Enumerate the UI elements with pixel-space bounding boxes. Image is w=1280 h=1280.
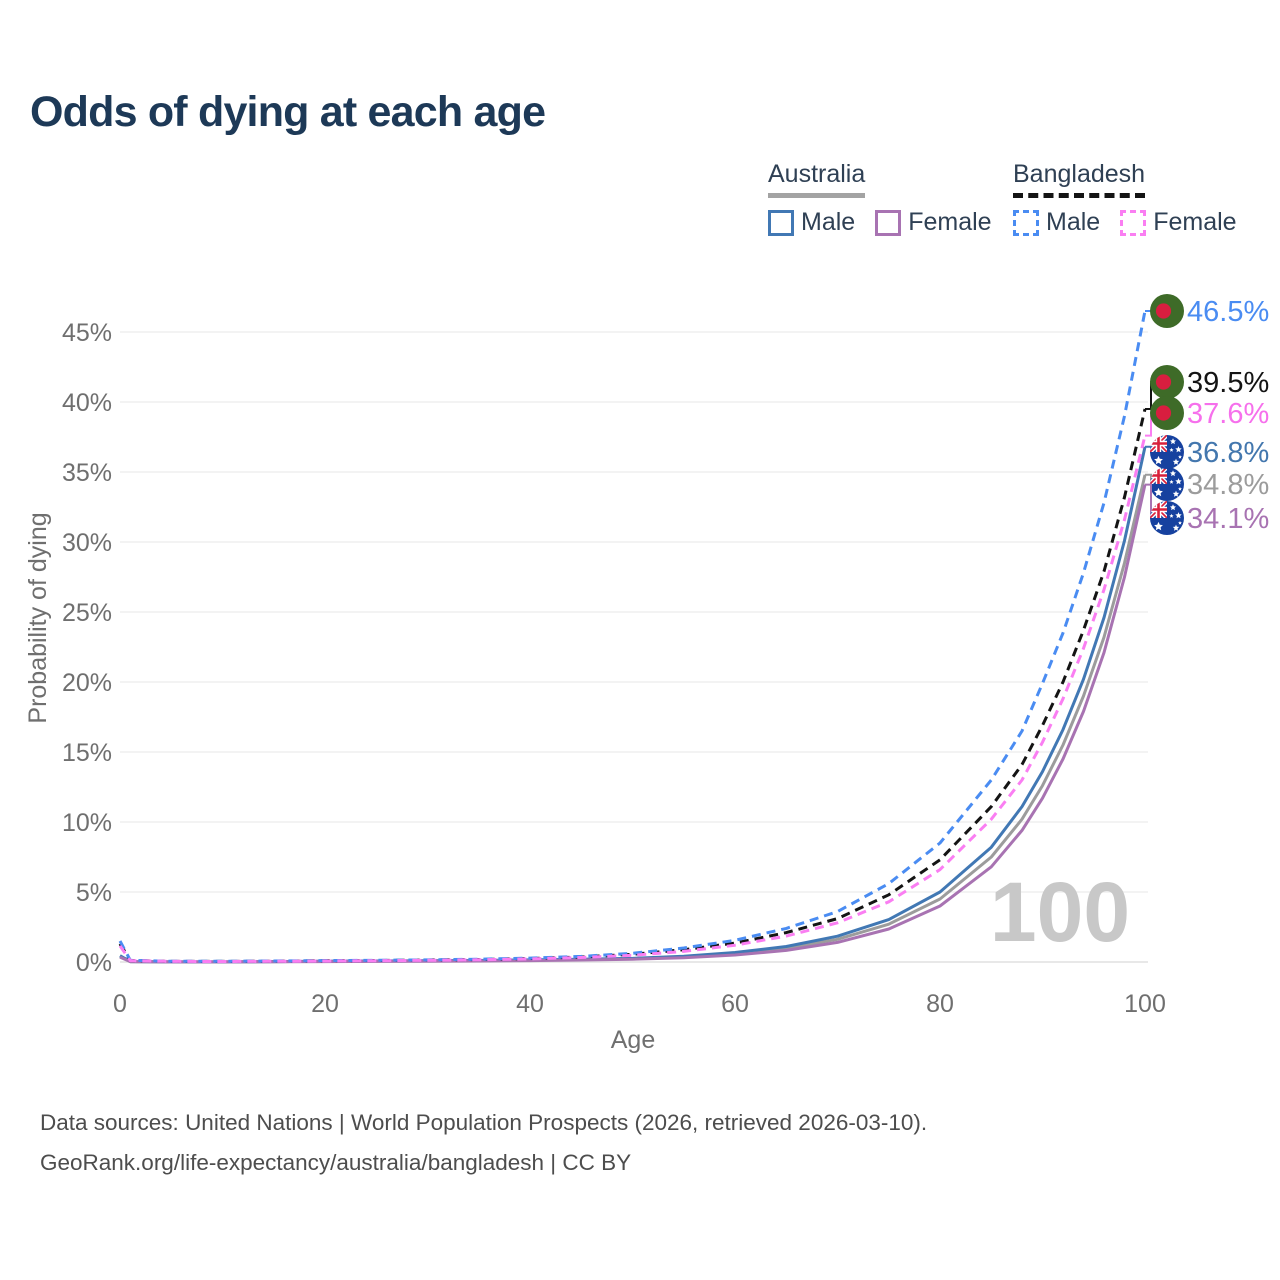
x-axis-title: Age [611, 1026, 655, 1054]
legend-label-bangladesh-female[interactable]: Female [1153, 208, 1237, 236]
series-lines [118, 310, 1147, 964]
y-tick-label: 40% [62, 389, 112, 417]
legend-australia-title: Australia [768, 160, 866, 198]
x-axis-tick-labels: 0 20 40 60 80 100 [113, 990, 1166, 1018]
legend-bangladesh-title: Bangladesh [1013, 160, 1146, 198]
legend-australia: Australia Male Female [768, 160, 1012, 237]
legend-swatch-australia-male[interactable] [768, 209, 794, 236]
legend-swatch-bangladesh-male[interactable] [1013, 209, 1039, 236]
bangladesh-flag-icon [1150, 396, 1184, 430]
y-axis-tick-labels: 0% 5% 10% 15% 20% 25% 30% 35% 40% 45% [62, 319, 112, 977]
y-tick-label: 5% [76, 879, 112, 907]
x-tick-label: 40 [516, 990, 544, 1018]
max-age-watermark: 100 [990, 865, 1130, 959]
y-tick-label: 30% [62, 529, 112, 557]
series-line-bdFemale [118, 435, 1147, 963]
page-title: Odds of dying at each age [30, 88, 546, 136]
end-label-auMale: 36.8% [1187, 437, 1269, 469]
bangladesh-flag-icon [1150, 365, 1184, 399]
end-label-auAll: 34.8% [1187, 469, 1269, 501]
source-attribution: Data sources: United Nations | World Pop… [40, 1103, 927, 1183]
x-tick-label: 80 [926, 990, 954, 1018]
y-tick-label: 45% [62, 319, 112, 347]
data-source-line: Data sources: United Nations | World Pop… [40, 1110, 928, 1135]
x-tick-label: 0 [113, 990, 127, 1018]
australia-flag-icon [1150, 467, 1184, 501]
legend-swatch-australia-female[interactable] [875, 209, 902, 236]
end-label-bdMale: 46.5% [1187, 296, 1269, 328]
y-tick-label: 25% [62, 599, 112, 627]
end-label-auFemale: 34.1% [1187, 503, 1269, 535]
legend-label-australia-male[interactable]: Male [801, 208, 856, 236]
y-tick-label: 0% [76, 949, 112, 977]
legend-label-australia-female[interactable]: Female [908, 208, 992, 236]
y-axis-title: Probability of dying [24, 512, 52, 723]
legend-swatch-bangladesh-female[interactable] [1120, 209, 1147, 236]
x-tick-label: 100 [1124, 990, 1166, 1018]
series-line-bdMale [118, 310, 1147, 963]
end-label-bdAll: 39.5% [1187, 367, 1269, 399]
australia-flag-icon [1150, 501, 1184, 535]
end-value-labels: 34.8%36.8% 34.1% 39.5% 46.5% 37.6% [1145, 294, 1269, 535]
y-tick-label: 10% [62, 809, 112, 837]
y-tick-label: 15% [62, 739, 112, 767]
y-tick-label: 20% [62, 669, 112, 697]
legend-bangladesh: Bangladesh Male Female [1013, 160, 1257, 237]
license-line: GeoRank.org/life-expectancy/australia/ba… [40, 1150, 632, 1175]
bangladesh-flag-icon [1150, 294, 1184, 328]
australia-flag-icon [1150, 435, 1184, 469]
x-tick-label: 60 [721, 990, 749, 1018]
legend-label-bangladesh-male[interactable]: Male [1046, 208, 1101, 236]
end-label-bdFemale: 37.6% [1187, 398, 1269, 430]
x-tick-label: 20 [311, 990, 339, 1018]
y-tick-label: 35% [62, 459, 112, 487]
